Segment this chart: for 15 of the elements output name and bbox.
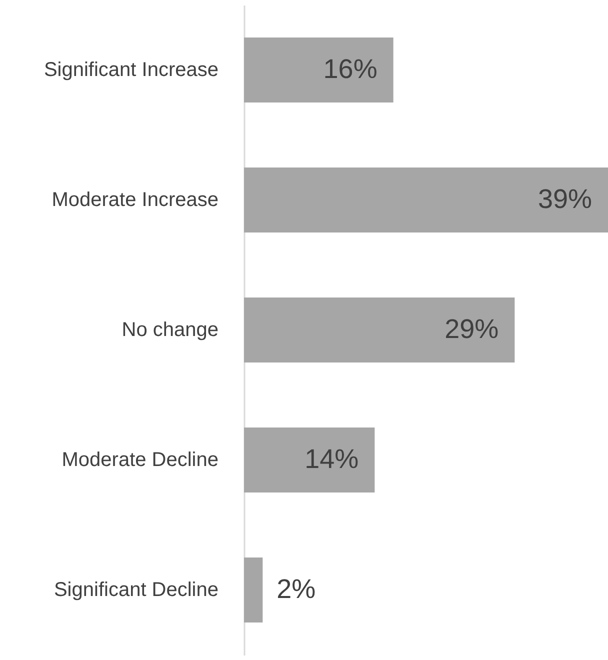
data-label: 2% [276,574,316,604]
bar [244,298,515,362]
data-label: 16% [323,54,378,84]
y-tick-label: Significant Decline [54,579,218,601]
data-label: 29% [444,314,499,344]
data-label: 14% [304,444,359,474]
y-tick-label: Moderate Decline [62,449,218,471]
y-tick-label: Moderate Increase [52,189,218,211]
y-tick-label: No change [122,319,218,341]
bar [244,38,394,102]
bar [244,558,263,622]
data-label: 39% [538,184,592,214]
y-tick-label: Significant Increase [44,59,218,81]
bar [244,428,375,492]
bar [244,168,608,232]
